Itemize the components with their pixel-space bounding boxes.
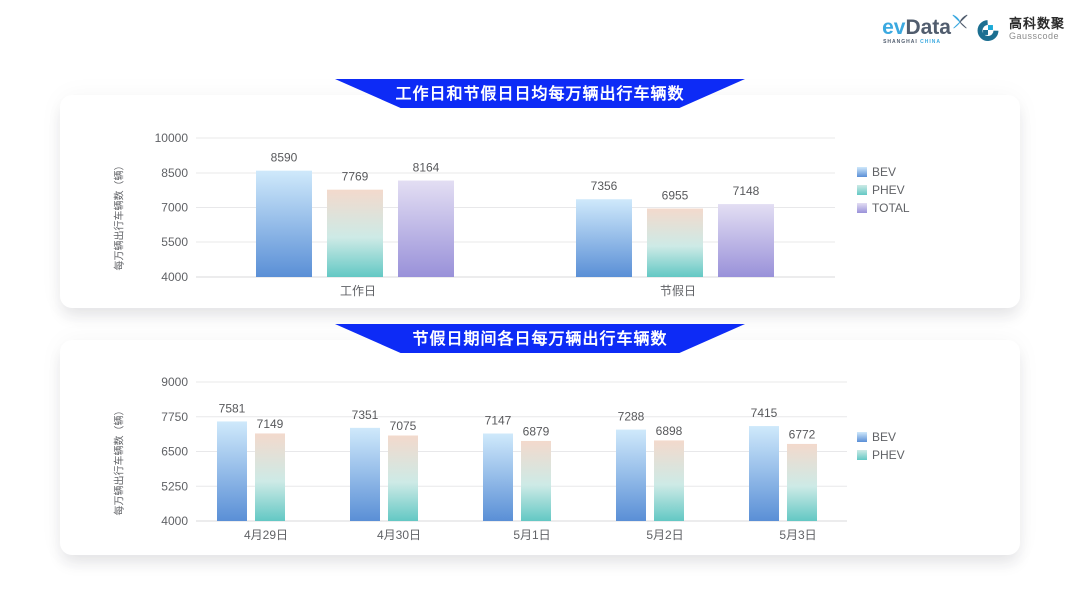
svg-text:4000: 4000 (161, 514, 188, 528)
svg-text:7415: 7415 (751, 406, 778, 420)
svg-text:7356: 7356 (591, 179, 618, 193)
svg-text:5250: 5250 (161, 479, 188, 493)
svg-text:8590: 8590 (271, 151, 298, 165)
svg-text:8164: 8164 (413, 160, 440, 174)
svg-text:7000: 7000 (161, 201, 188, 215)
svg-text:7147: 7147 (485, 414, 512, 428)
svg-text:5500: 5500 (161, 235, 188, 249)
svg-text:6772: 6772 (789, 428, 816, 442)
svg-text:6955: 6955 (662, 188, 689, 202)
svg-text:节假日: 节假日 (660, 284, 696, 298)
svg-text:9000: 9000 (161, 375, 188, 389)
svg-text:7288: 7288 (618, 410, 645, 424)
svg-text:7750: 7750 (161, 410, 188, 424)
svg-text:6500: 6500 (161, 445, 188, 459)
svg-text:7148: 7148 (733, 184, 760, 198)
svg-text:5月1日: 5月1日 (513, 528, 550, 542)
svg-text:8500: 8500 (161, 166, 188, 180)
svg-text:4月30日: 4月30日 (377, 528, 421, 542)
svg-text:5月2日: 5月2日 (646, 528, 683, 542)
svg-text:5月3日: 5月3日 (779, 528, 816, 542)
svg-text:4月29日: 4月29日 (244, 528, 288, 542)
svg-text:4000: 4000 (161, 270, 188, 284)
svg-text:7581: 7581 (219, 402, 246, 416)
svg-text:6879: 6879 (523, 425, 550, 439)
svg-text:工作日: 工作日 (340, 284, 376, 298)
svg-text:6898: 6898 (656, 424, 683, 438)
svg-text:7351: 7351 (352, 408, 379, 422)
svg-text:7149: 7149 (257, 417, 284, 431)
svg-text:10000: 10000 (155, 131, 189, 145)
svg-text:7769: 7769 (342, 170, 369, 184)
svg-text:7075: 7075 (390, 419, 417, 433)
